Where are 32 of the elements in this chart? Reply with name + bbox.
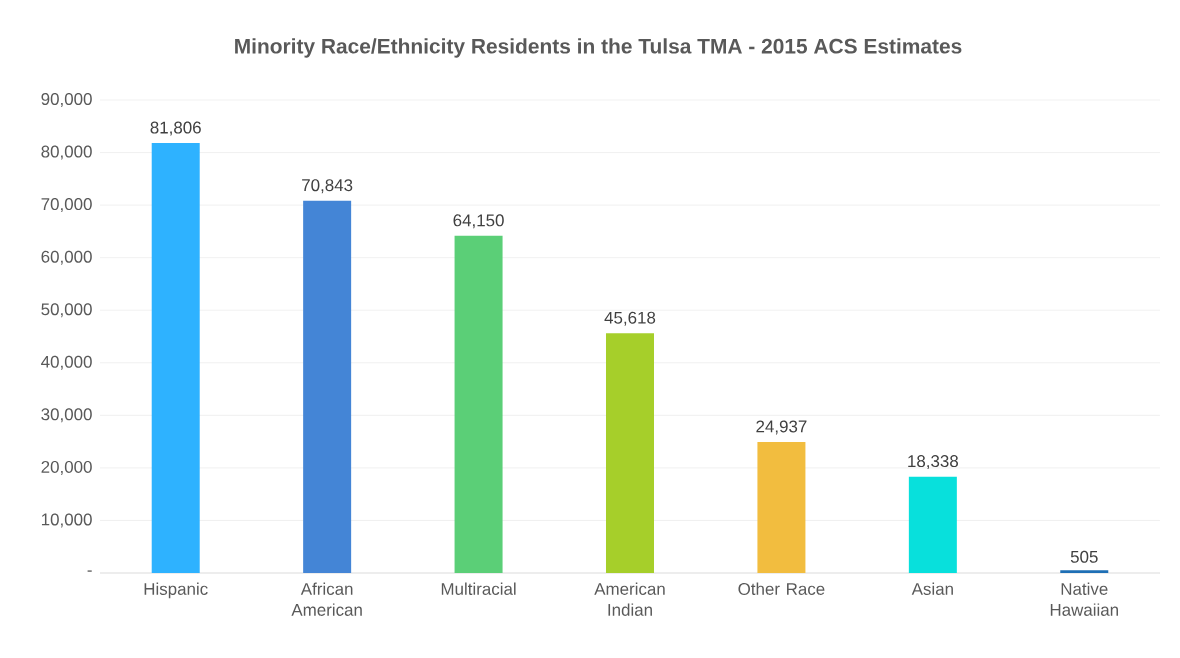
x-tick-label: African American [291, 582, 362, 616]
bar [757, 441, 806, 573]
bar [151, 143, 200, 573]
data-label: 81,806 [150, 121, 201, 136]
bar [605, 333, 654, 573]
data-label: 18,338 [908, 455, 959, 470]
y-tick-label: 40,000 [41, 355, 92, 370]
x-tick-label: Multiracial [441, 582, 516, 595]
bar [908, 476, 957, 573]
x-tick-label: Asian [911, 582, 953, 595]
bar [303, 200, 352, 573]
y-tick-label: 90,000 [41, 93, 92, 108]
x-tick-label: Other Race [738, 582, 825, 595]
data-label: 64,150 [453, 214, 504, 229]
y-tick-label: 10,000 [41, 513, 92, 528]
data-label: 45,618 [604, 311, 656, 326]
y-tick-label: 50,000 [41, 303, 92, 318]
data-label: 24,937 [756, 420, 807, 435]
x-tick-label: American Indian [594, 582, 665, 616]
y-tick-label: - [87, 570, 92, 572]
y-tick-label: 70,000 [41, 198, 92, 213]
bar [454, 235, 503, 573]
y-tick-label: 20,000 [41, 460, 92, 475]
x-tick-label: Native Hawaiian [1050, 582, 1118, 616]
y-tick-label: 80,000 [41, 145, 92, 160]
y-tick-label: 30,000 [41, 408, 92, 423]
data-label: 70,843 [302, 179, 353, 194]
x-tick-label: Hispanic [144, 582, 208, 599]
chart-title: Minority Race/Ethnicity Residents in the Tulsa TMA - 2015 ACS Estimates [235, 38, 962, 58]
data-label: 505 [1070, 550, 1098, 563]
bar [1060, 570, 1109, 573]
y-tick-label: 60,000 [41, 250, 92, 265]
